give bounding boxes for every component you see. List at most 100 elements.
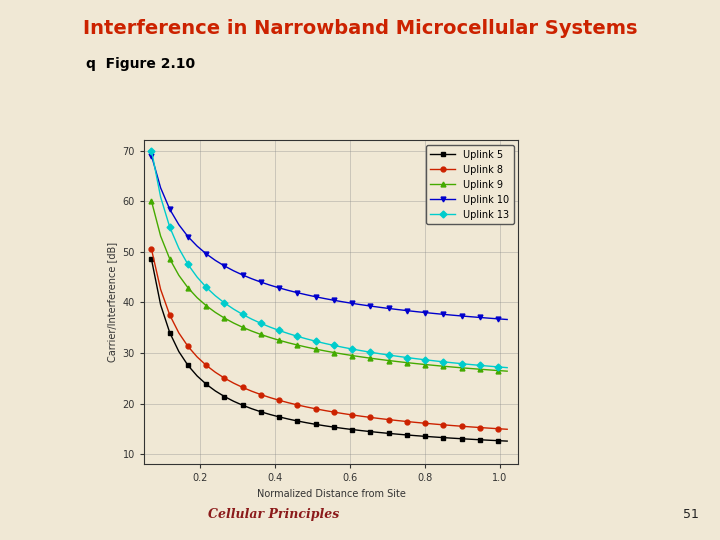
- Uplink 13: [475, 362, 484, 369]
- Uplink 5: [248, 406, 256, 412]
- Uplink 13: [330, 342, 338, 349]
- Uplink 8: [366, 414, 374, 421]
- Uplink 9: [366, 355, 374, 361]
- Uplink 13: [193, 274, 202, 280]
- Uplink 9: [293, 342, 302, 348]
- Line: Uplink 5: Uplink 5: [149, 257, 510, 443]
- Uplink 8: [475, 424, 484, 431]
- Uplink 10: [448, 312, 456, 319]
- Uplink 8: [193, 354, 202, 360]
- Uplink 10: [402, 307, 411, 314]
- Uplink 10: [211, 257, 220, 264]
- Uplink 8: [348, 411, 356, 418]
- Text: q  Figure 2.10: q Figure 2.10: [86, 57, 196, 71]
- Uplink 8: [494, 426, 503, 432]
- Uplink 8: [420, 420, 429, 427]
- Uplink 13: [439, 359, 448, 365]
- Uplink 8: [393, 417, 402, 424]
- Uplink 5: [430, 434, 438, 440]
- Uplink 10: [293, 289, 302, 296]
- Uplink 13: [384, 352, 393, 358]
- Uplink 9: [184, 285, 192, 291]
- Uplink 5: [375, 429, 384, 436]
- Uplink 5: [448, 435, 456, 441]
- Uplink 8: [248, 388, 256, 395]
- Uplink 5: [229, 398, 238, 404]
- Uplink 8: [275, 397, 284, 403]
- Uplink 13: [338, 344, 347, 350]
- Uplink 5: [457, 435, 466, 442]
- Uplink 9: [439, 363, 448, 369]
- Uplink 10: [393, 306, 402, 313]
- Uplink 9: [266, 334, 274, 341]
- Uplink 9: [494, 367, 503, 374]
- Uplink 10: [275, 285, 284, 291]
- Uplink 5: [503, 438, 511, 444]
- Uplink 13: [393, 353, 402, 360]
- Uplink 13: [238, 311, 247, 318]
- Uplink 5: [275, 414, 284, 420]
- Text: Interference in Narrowband Microcellular Systems: Interference in Narrowband Microcellular…: [83, 19, 637, 38]
- Uplink 13: [402, 354, 411, 361]
- Uplink 10: [238, 272, 247, 278]
- Uplink 8: [211, 369, 220, 375]
- Uplink 13: [174, 245, 183, 252]
- Uplink 8: [402, 418, 411, 425]
- Line: Uplink 10: Uplink 10: [149, 153, 510, 322]
- Line: Uplink 9: Uplink 9: [149, 199, 510, 374]
- Uplink 10: [457, 313, 466, 319]
- Uplink 5: [330, 424, 338, 430]
- Uplink 10: [284, 287, 292, 294]
- Uplink 13: [220, 300, 229, 306]
- Uplink 10: [266, 282, 274, 288]
- Uplink 8: [439, 422, 448, 428]
- Uplink 9: [275, 337, 284, 343]
- Uplink 5: [184, 362, 192, 369]
- Uplink 8: [293, 402, 302, 408]
- Line: Uplink 8: Uplink 8: [149, 247, 510, 431]
- Uplink 8: [485, 425, 493, 431]
- Uplink 8: [375, 415, 384, 422]
- Uplink 10: [485, 315, 493, 321]
- Uplink 9: [330, 349, 338, 356]
- Uplink 8: [503, 426, 511, 433]
- Uplink 10: [256, 279, 265, 285]
- Uplink 5: [393, 431, 402, 437]
- Uplink 9: [430, 362, 438, 369]
- Uplink 9: [311, 346, 320, 352]
- Uplink 13: [156, 194, 165, 200]
- Uplink 10: [384, 305, 393, 312]
- Uplink 9: [256, 331, 265, 338]
- Uplink 5: [366, 428, 374, 435]
- Uplink 5: [211, 388, 220, 394]
- Uplink 9: [348, 352, 356, 359]
- Uplink 8: [384, 416, 393, 423]
- Uplink 10: [330, 297, 338, 303]
- Text: 51: 51: [683, 508, 698, 521]
- Uplink 5: [357, 427, 366, 434]
- Y-axis label: Carrier/Interference [dB]: Carrier/Interference [dB]: [107, 242, 117, 362]
- Uplink 10: [439, 311, 448, 318]
- Uplink 9: [229, 320, 238, 326]
- Uplink 10: [412, 308, 420, 315]
- Uplink 13: [248, 316, 256, 322]
- Uplink 13: [256, 320, 265, 327]
- Uplink 8: [284, 400, 292, 406]
- Uplink 10: [147, 152, 156, 159]
- X-axis label: Normalized Distance from Site: Normalized Distance from Site: [257, 489, 405, 499]
- Uplink 13: [448, 360, 456, 366]
- Uplink 8: [266, 394, 274, 401]
- Uplink 9: [467, 365, 475, 372]
- Uplink 5: [238, 402, 247, 408]
- Uplink 8: [238, 384, 247, 390]
- Uplink 13: [412, 355, 420, 362]
- Uplink 9: [193, 294, 202, 301]
- Uplink 13: [275, 327, 284, 334]
- Uplink 8: [467, 424, 475, 430]
- Uplink 8: [457, 423, 466, 429]
- Uplink 13: [284, 330, 292, 337]
- Uplink 5: [284, 416, 292, 422]
- Uplink 13: [293, 333, 302, 340]
- Uplink 13: [184, 261, 192, 268]
- Uplink 5: [156, 301, 165, 308]
